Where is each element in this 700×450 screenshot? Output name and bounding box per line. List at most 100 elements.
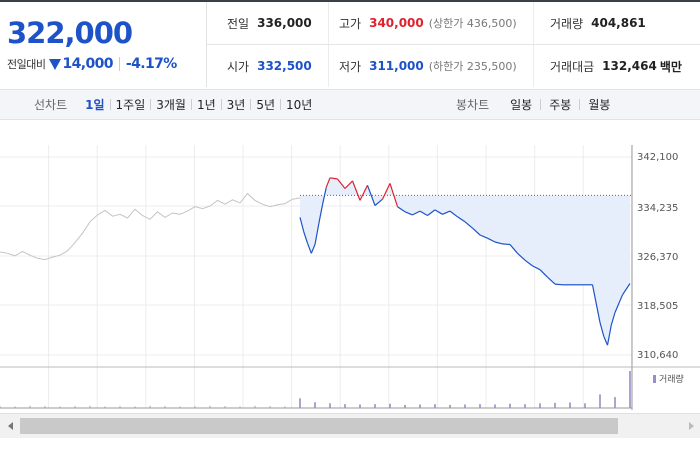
stat-label: 전일: [227, 16, 250, 31]
upper-limit-text: (상한가 436,500): [428, 17, 517, 30]
volume-legend-label: 거래량: [659, 373, 684, 385]
period-tab-3m[interactable]: 3개월: [156, 98, 186, 112]
chart-grid: [0, 145, 633, 408]
arrow-right-icon: [688, 422, 694, 430]
price-segment: [318, 204, 324, 224]
price-segment: [306, 242, 312, 254]
volume-bar: [314, 402, 316, 408]
volume-bar: [479, 404, 481, 408]
volume-bar: [329, 403, 331, 408]
chart-scrollbar[interactable]: [0, 413, 700, 438]
scroll-left-button[interactable]: [0, 414, 20, 438]
change-label: 전일대비: [7, 58, 46, 71]
candle-tab-daily[interactable]: 일봉: [510, 98, 533, 112]
candle-selector: 봉차트 일봉 주봉 월봉: [456, 90, 618, 119]
tab-divider: [220, 99, 222, 110]
price-segment: [303, 231, 309, 244]
volume-bar: [434, 404, 436, 408]
volume-bar: [59, 406, 61, 408]
price-segment: [344, 180, 353, 189]
price-segment: [472, 227, 481, 236]
stat-value: 332,500: [257, 59, 312, 73]
price-segment: [532, 265, 541, 271]
volume-bar: [179, 406, 181, 408]
stat-label: 시가: [227, 59, 250, 74]
current-price: 322,000: [7, 16, 133, 50]
price-segment: [606, 324, 612, 346]
price-segment: [509, 244, 518, 254]
price-segment: [434, 209, 443, 215]
volume-bar: [14, 406, 16, 408]
price-segment: [449, 210, 458, 218]
period-tab-1y[interactable]: 1년: [196, 98, 216, 112]
price-segment: [539, 269, 548, 278]
price-segment: [389, 183, 399, 207]
stat-label: 고가: [339, 16, 362, 31]
volume-bar: [509, 403, 511, 408]
price-segment: [325, 177, 331, 188]
period-tab-10y[interactable]: 10년: [286, 98, 313, 112]
price-segment: [479, 234, 488, 239]
stat-value: 311,000: [369, 59, 424, 73]
volume-bar: [194, 406, 196, 408]
tab-divider: [150, 99, 152, 110]
volume-bar: [494, 404, 496, 408]
volume-bar: [449, 404, 451, 408]
volume-bar: [44, 406, 46, 408]
period-selector: 선차트 1일 1주일 3개월 1년 3년 5년 10년: [34, 90, 317, 119]
down-triangle-icon: [49, 58, 62, 70]
price-segment: [502, 243, 511, 246]
price-area-fill: [300, 177, 630, 346]
price-segment: [487, 237, 496, 243]
scroll-right-button[interactable]: [682, 414, 700, 438]
price-segment: [412, 210, 421, 216]
candle-chart-label: 봉차트: [456, 98, 490, 112]
volume-bar: [209, 405, 211, 408]
price-segment: [397, 206, 406, 213]
price-segment: [610, 312, 616, 326]
period-tab-5y[interactable]: 5년: [256, 98, 276, 112]
change-amount: 14,000: [62, 56, 113, 72]
price-segment: [351, 180, 361, 201]
price-segment: [314, 223, 320, 245]
price-segment: [419, 210, 428, 217]
footer-gap: [0, 438, 700, 450]
stats-row-2: 시가 332,500 저가 311,000 (하한가 235,500) 거래대금…: [207, 45, 700, 87]
y-tick-label: 334,235: [637, 203, 678, 214]
stat-unit: 백만: [659, 59, 682, 74]
period-tab-1w[interactable]: 1주일: [115, 98, 146, 112]
price-segment: [329, 177, 338, 180]
scroll-thumb[interactable]: [20, 418, 618, 434]
price-segment: [457, 216, 466, 223]
period-tab-1d[interactable]: 1일: [85, 98, 105, 112]
volume-bars: [0, 371, 631, 408]
price-segment: [517, 252, 526, 261]
price-segment: [524, 259, 533, 267]
tab-divider: [579, 99, 581, 110]
lower-limit-text: (하한가 235,500): [428, 60, 517, 73]
period-tab-3y[interactable]: 3년: [226, 98, 246, 112]
price-segment: [494, 241, 503, 245]
volume-bar: [134, 406, 136, 408]
volume-bar: [269, 406, 271, 408]
stat-trade-value: 거래대금 132,464 백만: [533, 45, 700, 87]
tab-divider: [109, 99, 111, 110]
volume-bar: [569, 402, 571, 408]
stat-high: 고가 340,000 (상한가 436,500): [328, 2, 543, 44]
volume-bar: [119, 406, 121, 408]
change-divider: [118, 57, 120, 71]
volume-bar: [299, 398, 301, 408]
candle-tab-weekly[interactable]: 주봉: [549, 98, 572, 112]
volume-bar: [149, 405, 151, 408]
volume-bar: [164, 406, 166, 408]
price-chart: 342,100 334,235 326,370 318,505 310,640 …: [0, 145, 700, 410]
price-segment: [442, 210, 451, 215]
volume-bar: [464, 404, 466, 408]
price-segment: [310, 244, 316, 254]
candle-tab-monthly[interactable]: 월봉: [588, 98, 611, 112]
price-segment: [591, 284, 601, 323]
stat-value: 336,000: [257, 16, 312, 30]
volume-bar: [629, 371, 631, 408]
y-tick-label: 318,505: [637, 301, 678, 312]
price-segment: [359, 185, 369, 201]
